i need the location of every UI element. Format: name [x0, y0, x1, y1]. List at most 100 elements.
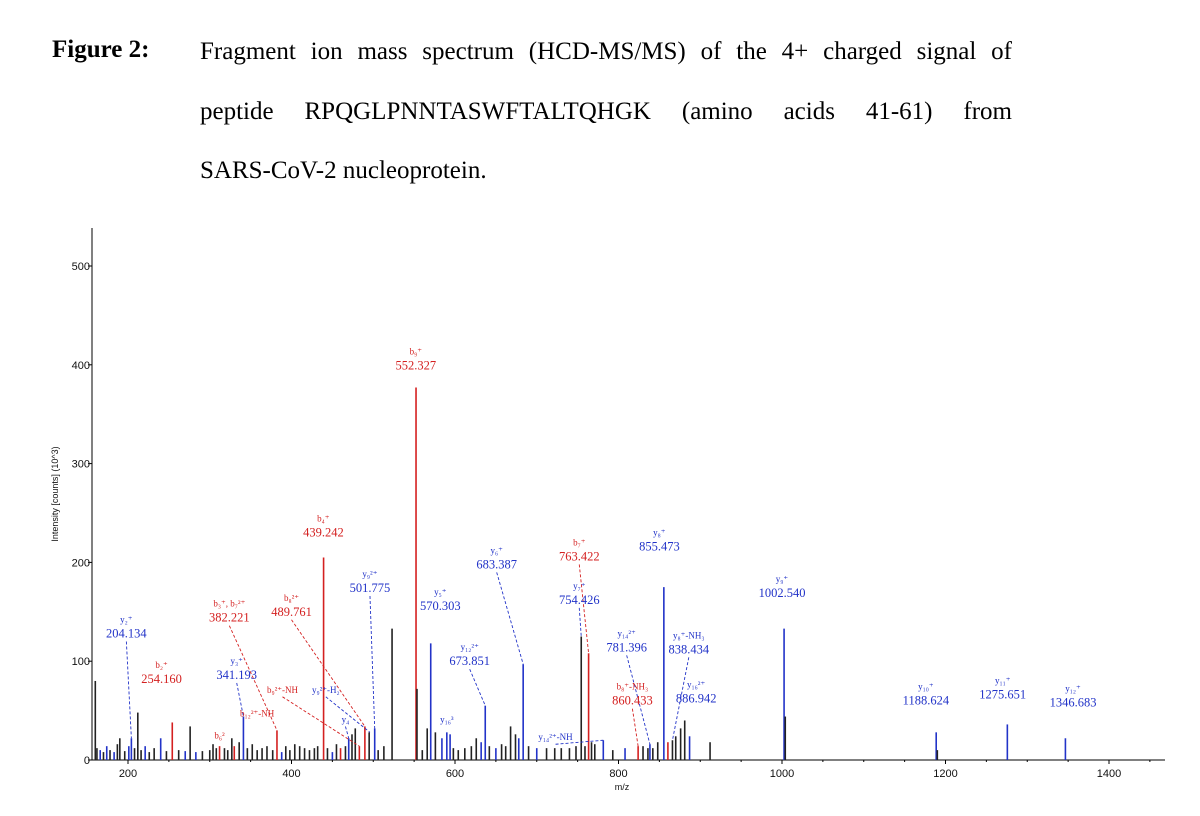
figure-label: Figure 2: — [52, 36, 150, 63]
annotation-y16t: y₁₆³ — [440, 714, 454, 724]
x-tick-label: 600 — [446, 768, 464, 780]
annotation-y9: y₉⁺ 1002.540 — [759, 574, 806, 600]
x-tick-label: 200 — [119, 768, 137, 780]
annotation-leader-line — [626, 655, 651, 745]
annotation-mz-label: 838.434 — [668, 642, 709, 656]
annotation-leader-line — [325, 696, 371, 733]
caption-line-1: Fragment ion mass spectrum (HCD-MS/MS) o… — [200, 38, 1012, 65]
annotation-ion-label: y₅⁺ — [434, 587, 447, 597]
y-axis-label: Intensity [counts] (10^3) — [50, 446, 60, 541]
annotation-y9h2: y₉²⁺-H₂ — [312, 685, 340, 695]
annotation-leader-line — [291, 619, 366, 727]
annotation-ion-label: y₁₄²⁺-NH — [538, 732, 573, 742]
annotation-b6dbl: b₆² — [214, 730, 225, 740]
annotation-mz-label: 552.327 — [395, 359, 436, 373]
annotation-leader-line — [672, 657, 690, 741]
x-tick-label: 800 — [609, 768, 627, 780]
x-tick-label: 1000 — [770, 768, 794, 780]
annotation-mz-label: 781.396 — [606, 640, 647, 654]
annotation-b9nh: b₉²⁺-NH — [267, 685, 299, 695]
annotation-mz-label: 204.134 — [106, 626, 147, 640]
annotation-leader-line — [578, 607, 582, 637]
annotation-leader-line — [631, 708, 639, 747]
annotation-mz-label: 860.433 — [612, 694, 653, 708]
annotation-ion-label: b₉⁺ — [410, 347, 423, 357]
annotation-mz-label: 1002.540 — [759, 586, 806, 600]
annotation-y6: y₆⁺ 683.387 — [476, 545, 517, 571]
annotation-ion-label: y₁₂⁺ — [1065, 684, 1081, 694]
annotation-ion-label: y₁₆³ — [440, 714, 454, 724]
annotation-ion-label: y₉⁺ — [776, 574, 789, 584]
annotation-ion-label: y₁₀⁺ — [918, 682, 934, 692]
x-axis-label: m/z — [615, 782, 630, 792]
annotation-y12dbl: y₁₂²⁺ 673.851 — [449, 642, 490, 668]
annotation-b9: b₉⁺ 552.327 — [395, 347, 436, 373]
annotation-mz-label: 382.221 — [209, 611, 250, 625]
annotation-ion-label: b₈⁺-NH₃ — [617, 682, 649, 692]
annotation-mz-label: 1275.651 — [979, 688, 1026, 702]
annotation-mz-label: 1188.624 — [903, 694, 950, 708]
annotation-ion-label: b₉²⁺-NH — [267, 685, 299, 695]
annotation-y5: y₅⁺ 570.303 — [420, 587, 461, 613]
annotation-leader-line — [228, 625, 278, 731]
annotation-mz-label: 254.160 — [141, 672, 182, 686]
annotation-ion-label: y₈⁺ — [653, 528, 666, 538]
annotation-b8nh3: b₈⁺-NH₃ 860.433 — [612, 682, 653, 708]
annotation-y14dbl: y₁₄²⁺ 781.396 — [606, 628, 647, 654]
annotation-y3: y₃⁺ 341.193 — [216, 656, 257, 682]
annotation-ion-label: b₆² — [214, 730, 225, 740]
annotation-b3b7: b₃⁺, b₇²⁺ 382.221 — [209, 599, 250, 625]
annotation-b7: b₇⁺ 763.422 — [559, 537, 600, 563]
annotation-y8: y₈⁺ 855.473 — [639, 528, 680, 554]
annotation-y10: y₁₀⁺ 1188.624 — [903, 682, 950, 708]
annotation-y2: y₂⁺ 204.134 — [106, 614, 147, 640]
annotation-ion-label: y₂⁺ — [120, 614, 133, 624]
annotation-ion-label: y₉²⁺-H₂ — [312, 685, 340, 695]
annotation-mz-label: 501.775 — [350, 581, 391, 595]
annotation-ion-label: y₉²⁺ — [362, 569, 377, 579]
y-tick-label: 0 — [84, 755, 90, 767]
annotation-mz-label: 855.473 — [639, 540, 680, 554]
annotation-y11: y₁₁⁺ 1275.651 — [979, 676, 1026, 702]
annotation-ion-label: b₄⁺ — [317, 514, 330, 524]
y-ticks: 0 100 200 300 400 500 — [72, 261, 92, 767]
x-tick-label: 400 — [282, 768, 300, 780]
y-tick-label: 300 — [72, 459, 90, 471]
annotation-leader-line — [345, 726, 350, 739]
annotation-ion-label: b₁₂²⁺-NH — [240, 709, 275, 719]
annotation-mz-label: 754.426 — [559, 593, 600, 607]
annotation-mz-label: 341.193 — [216, 668, 257, 682]
annotation-ion-label: y₃⁺ — [231, 656, 244, 666]
annotation-y14nh: y₁₄²⁺-NH — [538, 732, 573, 742]
annotation-mz-label: 489.761 — [271, 605, 312, 619]
caption-line-2: peptide RPQGLPNNTASWFTALTQHGK (amino aci… — [200, 98, 1012, 125]
annotation-leader-line — [555, 739, 604, 745]
annotation-b2: b₂⁺ 254.160 — [141, 660, 182, 686]
annotation-mz-label: 570.303 — [420, 599, 461, 613]
annotation-leaders — [125, 564, 690, 747]
annotation-ion-label: y₇⁺ — [573, 581, 586, 591]
annotation-ion-label: y₈⁺-NH₃ — [673, 630, 705, 640]
annotation-y12: y₁₂⁺ 1346.683 — [1050, 684, 1097, 710]
annotation-b12nh: b₁₂²⁺-NH — [240, 709, 275, 719]
annotation-leader-line — [369, 596, 376, 729]
annotation-y7: y₇⁺ 754.426 — [559, 581, 600, 607]
y-tick-label: 200 — [72, 557, 90, 569]
annotation-leader-line — [236, 682, 244, 717]
annotation-ion-label: y₁₄²⁺ — [618, 628, 636, 638]
annotation-ion-label: y₄ — [342, 714, 350, 724]
x-tick-label: 1200 — [933, 768, 957, 780]
x-tick-label: 1400 — [1097, 768, 1121, 780]
annotation-leader-line — [496, 572, 524, 665]
annotation-leader-line — [282, 696, 360, 747]
annotation-ion-label: b₈²⁺ — [284, 593, 299, 603]
annotation-b8dbl: b₈²⁺ 489.761 — [271, 593, 312, 619]
annotation-mz-label: 683.387 — [476, 557, 517, 571]
annotation-leader-line — [469, 668, 486, 706]
annotation-y4: y₄ — [342, 714, 350, 724]
y-tick-label: 500 — [72, 261, 90, 273]
annotation-mz-label: 886.942 — [676, 692, 717, 706]
annotation-mz-label: 1346.683 — [1050, 696, 1097, 710]
peak-annotations: b₉⁺ 552.327 b₄⁺ 439.242 y₉²⁺ 501.775 b₈²⁺ 489.7… — [106, 347, 1096, 743]
